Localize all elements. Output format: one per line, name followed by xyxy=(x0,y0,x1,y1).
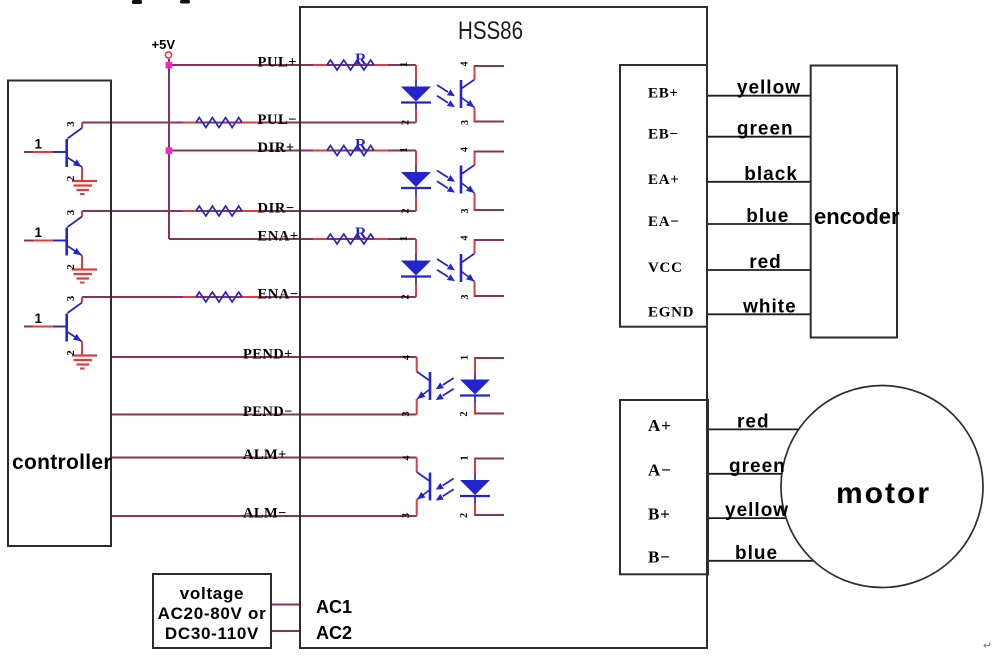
svg-text:blue: blue xyxy=(735,543,778,564)
svg-text:EA+: EA+ xyxy=(648,172,680,188)
svg-text:ENA−: ENA− xyxy=(258,287,299,303)
svg-text:PUL+: PUL+ xyxy=(258,55,298,71)
svg-text:↵: ↵ xyxy=(983,640,992,652)
svg-text:encoder: encoder xyxy=(814,204,900,229)
svg-text:4: 4 xyxy=(402,456,413,461)
svg-text:1: 1 xyxy=(35,225,43,240)
svg-text:green: green xyxy=(737,119,794,140)
svg-text:4: 4 xyxy=(402,355,413,360)
svg-text:2: 2 xyxy=(65,264,77,270)
svg-text:blue: blue xyxy=(746,206,789,227)
svg-text:1: 1 xyxy=(398,147,410,153)
svg-text:green: green xyxy=(729,456,786,477)
svg-text:1: 1 xyxy=(35,311,43,326)
svg-text:4: 4 xyxy=(460,62,471,67)
svg-text:A+: A+ xyxy=(648,416,672,435)
svg-text:ALM−: ALM− xyxy=(243,506,287,522)
svg-text:red: red xyxy=(749,252,782,273)
svg-text:R: R xyxy=(355,51,367,68)
svg-text:DC30-110V: DC30-110V xyxy=(165,624,259,643)
svg-text:3: 3 xyxy=(65,295,77,301)
svg-text:yellow: yellow xyxy=(725,500,789,521)
svg-text:AC2: AC2 xyxy=(316,623,352,643)
svg-text:2: 2 xyxy=(401,209,412,214)
svg-text:2: 2 xyxy=(459,513,470,518)
svg-text:2: 2 xyxy=(65,350,77,356)
svg-text:3: 3 xyxy=(65,209,77,215)
svg-text:ALM+: ALM+ xyxy=(243,447,287,463)
svg-text:black: black xyxy=(744,164,798,185)
svg-text:2: 2 xyxy=(401,295,412,300)
svg-text:DIR+: DIR+ xyxy=(258,140,295,156)
svg-text:B−: B− xyxy=(648,547,671,566)
svg-text:R: R xyxy=(355,137,367,154)
svg-text:voltage: voltage xyxy=(180,584,244,603)
svg-text:4: 4 xyxy=(460,147,471,152)
svg-text:4: 4 xyxy=(460,236,471,241)
svg-text:controller: controller xyxy=(12,451,112,474)
svg-text:3: 3 xyxy=(401,513,412,518)
svg-text:1: 1 xyxy=(459,455,471,461)
svg-text:VCC: VCC xyxy=(648,260,683,276)
svg-text:2: 2 xyxy=(459,412,470,417)
svg-text:HSS86: HSS86 xyxy=(458,17,523,45)
svg-text:3: 3 xyxy=(401,412,412,417)
svg-text:1: 1 xyxy=(398,236,410,242)
svg-text:R: R xyxy=(355,225,367,242)
svg-text:EB−: EB− xyxy=(648,127,679,143)
svg-text:3: 3 xyxy=(460,295,471,300)
svg-text:3: 3 xyxy=(65,121,77,127)
svg-text:AC20-80V or: AC20-80V or xyxy=(158,604,267,623)
svg-text:ENA+: ENA+ xyxy=(258,229,299,245)
svg-text:EGND: EGND xyxy=(648,304,694,320)
svg-text:PEND+: PEND+ xyxy=(243,347,293,363)
svg-text:motor: motor xyxy=(836,477,931,510)
svg-text:DIR−: DIR− xyxy=(258,201,295,217)
svg-text:yellow: yellow xyxy=(737,78,801,99)
svg-text:PUL−: PUL− xyxy=(258,112,298,128)
svg-text:+5V: +5V xyxy=(152,37,176,52)
svg-text:1: 1 xyxy=(459,355,471,361)
svg-text:red: red xyxy=(737,411,770,432)
svg-text:1: 1 xyxy=(398,62,410,68)
svg-text:2: 2 xyxy=(65,175,77,181)
svg-text:white: white xyxy=(742,296,797,317)
svg-text:EA−: EA− xyxy=(648,214,680,230)
svg-text:EB+: EB+ xyxy=(648,86,679,102)
svg-text:PEND−: PEND− xyxy=(243,404,293,420)
svg-text:3: 3 xyxy=(460,209,471,214)
svg-text:3: 3 xyxy=(460,120,471,125)
svg-text:A−: A− xyxy=(648,460,672,479)
svg-text:B+: B+ xyxy=(648,505,671,524)
svg-text:2: 2 xyxy=(401,120,412,125)
svg-text:1: 1 xyxy=(35,137,43,152)
svg-text:AC1: AC1 xyxy=(316,597,352,617)
